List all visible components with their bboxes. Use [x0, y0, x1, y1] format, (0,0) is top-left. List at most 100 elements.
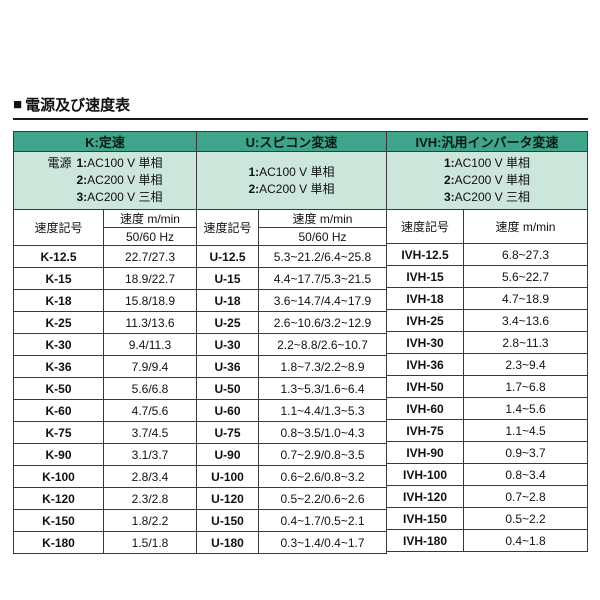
table-row: IVH-15 5.6~22.7 [386, 265, 588, 288]
speed-code-cell: IVH-50 [386, 375, 464, 398]
section-header-k: K:定速 [13, 131, 197, 152]
speed-value-cell: 1.7~6.8 [463, 375, 588, 398]
speed-value-cell: 2.8/3.4 [103, 465, 197, 488]
table-row: K-75 3.7/4.5 [13, 421, 197, 444]
speed-code-cell: U-100 [196, 465, 259, 488]
section-header-u: U:スピコン変速 [196, 131, 387, 152]
speed-value-cell: 1.3~5.3/1.6~6.4 [258, 377, 387, 400]
speed-code-cell: IVH-12.5 [386, 243, 464, 266]
speed-code-cell: IVH-100 [386, 463, 464, 486]
speed-value-cell: 0.6~2.6/0.8~3.2 [258, 465, 387, 488]
title-divider [13, 118, 588, 120]
speed-value-cell: 3.1/3.7 [103, 443, 197, 466]
power-line: 3:AC200 V 三相 [443, 190, 531, 204]
speed-code-cell: K-30 [13, 333, 104, 356]
speed-value-cell: 11.3/13.6 [103, 311, 197, 334]
table-row: IVH-25 3.4~13.6 [386, 309, 588, 332]
table-row: IVH-18 4.7~18.9 [386, 287, 588, 310]
speed-code-cell: K-120 [13, 487, 104, 510]
table-row: K-15 18.9/22.7 [13, 267, 197, 290]
section-header-row: IVH:汎用インバータ変速 [386, 131, 588, 152]
speed-code-cell: K-36 [13, 355, 104, 378]
speed-code-cell: U-12.5 [196, 245, 259, 268]
table-row: U-18 3.6~14.7/4.4~17.9 [196, 289, 387, 312]
table-row: U-120 0.5~2.2/0.6~2.6 [196, 487, 387, 510]
column-header-row: 速度記号 速度 m/min [386, 209, 588, 244]
speed-value-cell: 7.9/9.4 [103, 355, 197, 378]
table-row: IVH-60 1.4~5.6 [386, 397, 588, 420]
col-header-speed-code: 速度記号 [386, 209, 464, 244]
table-row: K-180 1.5/1.8 [13, 531, 197, 554]
speed-value-cell: 3.7/4.5 [103, 421, 197, 444]
speed-value-cell: 5.6~22.7 [463, 265, 588, 288]
power-line: 1:AC100 V 単相 [76, 156, 163, 170]
speed-value-cell: 0.5~2.2/0.6~2.6 [258, 487, 387, 510]
speed-tables: K:定速 電源 1:AC100 V 単相 2:AC200 V 単相 3:AC20… [13, 131, 588, 554]
power-info-k: 電源 1:AC100 V 単相 2:AC200 V 単相 3:AC200 V 三… [13, 151, 197, 210]
table-row: IVH-50 1.7~6.8 [386, 375, 588, 398]
speed-code-cell: U-50 [196, 377, 259, 400]
power-info-u: 1:AC100 V 単相 2:AC200 V 単相 [196, 151, 387, 210]
speed-value-cell: 1.8/2.2 [103, 509, 197, 532]
table-row: U-30 2.2~8.8/2.6~10.7 [196, 333, 387, 356]
speed-value-cell: 15.8/18.9 [103, 289, 197, 312]
speed-value-cell: 3.6~14.7/4.4~17.9 [258, 289, 387, 312]
table-row: IVH-150 0.5~2.2 [386, 507, 588, 530]
power-row: 電源 1:AC100 V 単相 2:AC200 V 単相 3:AC200 V 三… [13, 151, 197, 210]
power-info-ivh: 1:AC100 V 単相 2:AC200 V 単相 3:AC200 V 三相 [386, 151, 588, 210]
speed-code-cell: IVH-25 [386, 309, 464, 332]
speed-code-cell: U-90 [196, 443, 259, 466]
table-row: U-75 0.8~3.5/1.0~4.3 [196, 421, 387, 444]
column-header-row: 速度記号 速度 m/min [196, 209, 387, 246]
power-label: 電源 [47, 156, 72, 170]
table-row: IVH-90 0.9~3.7 [386, 441, 588, 464]
speed-code-cell: IVH-90 [386, 441, 464, 464]
section-header-row: U:スピコン変速 [196, 131, 387, 152]
speed-table-body-k: K-12.5 22.7/27.3 K-15 18.9/22.7 K-18 15.8/18.… [13, 245, 197, 554]
table-row: K-30 9.4/11.3 [13, 333, 197, 356]
table-row: K-36 7.9/9.4 [13, 355, 197, 378]
col-header-speed: 速度 m/min [258, 209, 387, 228]
speed-code-cell: K-150 [13, 509, 104, 532]
table-row: IVH-12.5 6.8~27.3 [386, 243, 588, 266]
table-row: K-150 1.8/2.2 [13, 509, 197, 532]
speed-code-cell: K-180 [13, 531, 104, 554]
speed-value-cell: 0.4~1.7/0.5~2.1 [258, 509, 387, 532]
col-header-speed: 速度 m/min [463, 209, 588, 244]
speed-table-ivh: IVH:汎用インバータ変速 1:AC100 V 単相 2:AC200 V 単相 … [386, 131, 588, 552]
power-line: 2:AC200 V 単相 [76, 173, 163, 187]
speed-code-cell: U-18 [196, 289, 259, 312]
speed-value-cell: 1.1~4.4/1.3~5.3 [258, 399, 387, 422]
speed-code-cell: U-30 [196, 333, 259, 356]
speed-value-cell: 0.3~1.4/0.4~1.7 [258, 531, 387, 554]
speed-value-cell: 2.3~9.4 [463, 353, 588, 376]
table-row: K-18 15.8/18.9 [13, 289, 197, 312]
speed-value-cell: 9.4/11.3 [103, 333, 197, 356]
speed-code-cell: K-60 [13, 399, 104, 422]
section-header-row: K:定速 [13, 131, 197, 152]
table-row: U-50 1.3~5.3/1.6~6.4 [196, 377, 387, 400]
speed-code-cell: IVH-18 [386, 287, 464, 310]
speed-code-cell: IVH-120 [386, 485, 464, 508]
speed-value-cell: 0.8~3.4 [463, 463, 588, 486]
speed-value-cell: 3.4~13.6 [463, 309, 588, 332]
speed-code-cell: U-60 [196, 399, 259, 422]
table-row: U-15 4.4~17.7/5.3~21.5 [196, 267, 387, 290]
speed-value-cell: 18.9/22.7 [103, 267, 197, 290]
power-line: 2:AC200 V 単相 [443, 173, 531, 187]
speed-code-cell: IVH-60 [386, 397, 464, 420]
speed-value-cell: 0.8~3.5/1.0~4.3 [258, 421, 387, 444]
table-row: IVH-75 1.1~4.5 [386, 419, 588, 442]
speed-value-cell: 1.4~5.6 [463, 397, 588, 420]
table-row: U-12.5 5.3~21.2/6.4~25.8 [196, 245, 387, 268]
col-header-hz: 50/60 Hz [103, 227, 197, 246]
table-row: U-100 0.6~2.6/0.8~3.2 [196, 465, 387, 488]
table-row: U-25 2.6~10.6/3.2~12.9 [196, 311, 387, 334]
speed-code-cell: IVH-30 [386, 331, 464, 354]
speed-value-cell: 2.3/2.8 [103, 487, 197, 510]
speed-code-cell: K-100 [13, 465, 104, 488]
speed-value-cell: 0.7~2.8 [463, 485, 588, 508]
col-header-speed-code: 速度記号 [196, 209, 259, 246]
speed-value-cell: 1.5/1.8 [103, 531, 197, 554]
table-row: K-50 5.6/6.8 [13, 377, 197, 400]
